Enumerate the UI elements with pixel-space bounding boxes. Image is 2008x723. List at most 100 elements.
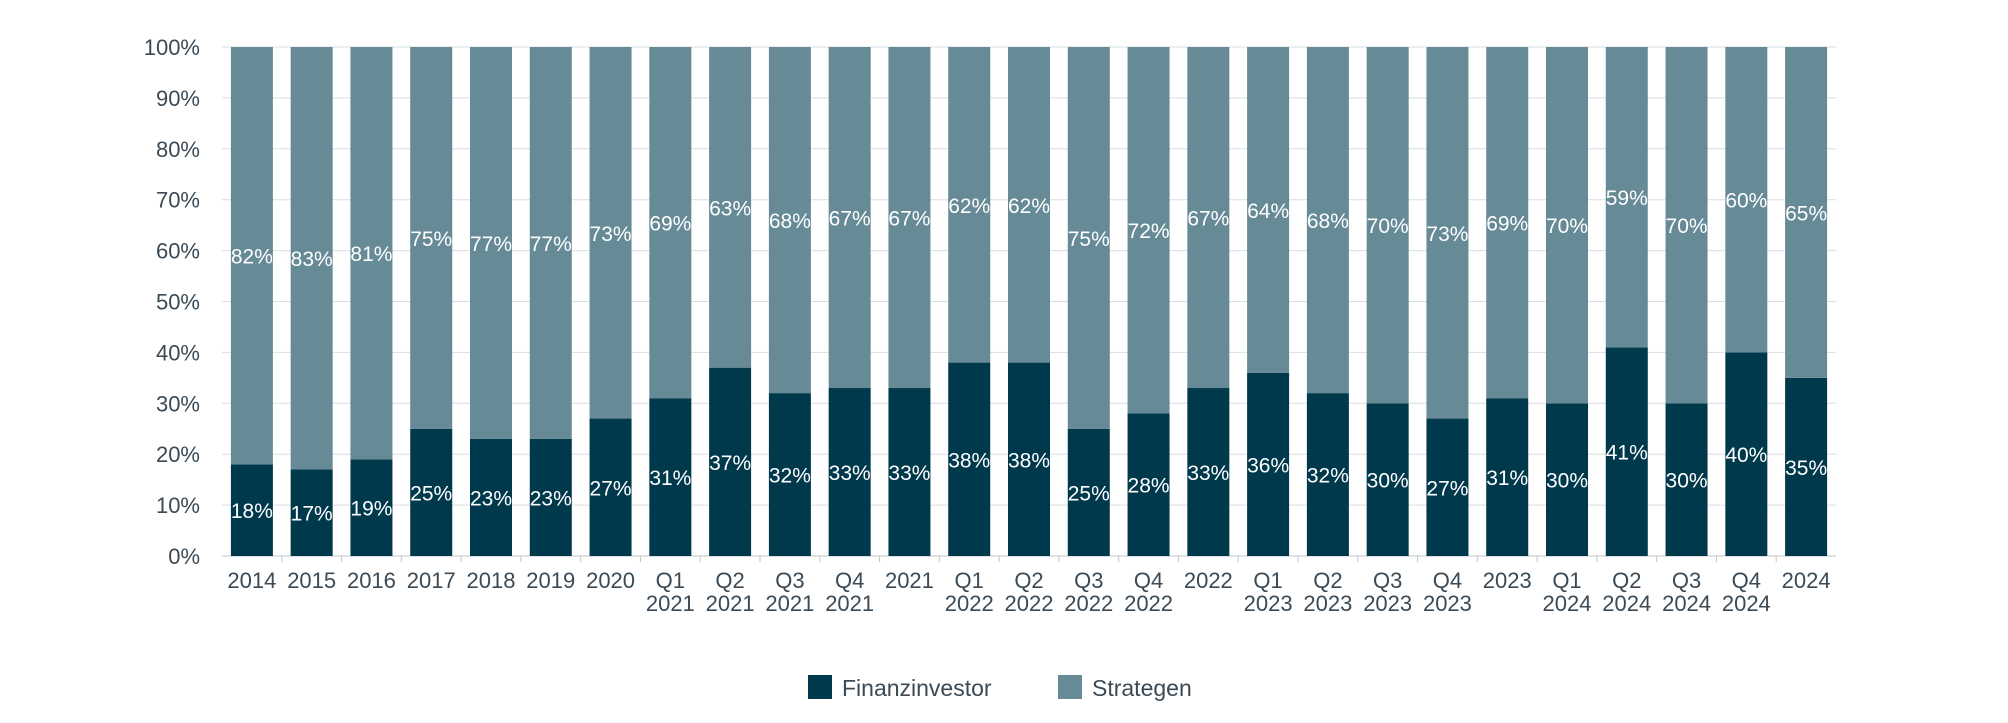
x-tick-label: 2023 [1483, 568, 1532, 593]
bar-strategen [649, 47, 692, 399]
bar-finanzinvestor [1247, 372, 1290, 556]
data-label-strategen: 70% [1367, 215, 1409, 238]
x-tick-label: 2024 [1543, 591, 1592, 616]
data-label-finanzinvestor: 31% [649, 467, 691, 490]
data-label-strategen: 75% [1068, 228, 1110, 251]
data-label-finanzinvestor: 19% [350, 498, 392, 521]
bar-finanzinvestor [1546, 403, 1588, 556]
data-label-strategen: 63% [709, 197, 751, 220]
bar-strategen [1366, 47, 1409, 404]
x-tick-label: Q1 [656, 568, 685, 593]
data-label-finanzinvestor: 37% [709, 452, 751, 475]
bar-strategen [290, 47, 333, 470]
data-label-finanzinvestor: 32% [1307, 465, 1349, 488]
x-tick-label: Q2 [1313, 568, 1342, 593]
data-label-finanzinvestor: 18% [231, 500, 273, 523]
bar-finanzinvestor [350, 459, 393, 556]
bar-strategen [1665, 47, 1708, 404]
y-tick-label: 30% [156, 391, 200, 416]
x-tick-label: 2022 [1005, 591, 1054, 616]
bar-finanzinvestor [888, 388, 931, 556]
bar-finanzinvestor [290, 469, 333, 556]
data-label-strategen: 68% [769, 210, 811, 233]
data-label-strategen: 77% [470, 233, 512, 256]
x-tick-label: Q2 [1014, 568, 1043, 593]
data-label-finanzinvestor: 30% [1367, 470, 1409, 493]
bar-finanzinvestor [649, 398, 692, 556]
bar-finanzinvestor [828, 388, 871, 556]
x-tick-label: Q4 [835, 568, 864, 593]
data-label-finanzinvestor: 38% [1008, 449, 1050, 472]
x-tick-label: Q3 [775, 568, 804, 593]
bars: 18% 82% 17% 83% 19% 81% 25% 75% 23% 77% 23% 77% 27% 7… [231, 47, 1827, 556]
bar-strategen [350, 47, 393, 460]
bar-strategen [828, 47, 871, 389]
data-label-finanzinvestor: 30% [1546, 470, 1588, 493]
bar-finanzinvestor [1486, 398, 1529, 556]
data-label-strategen: 70% [1666, 215, 1708, 238]
bar-strategen [529, 47, 572, 439]
bar-strategen [1546, 47, 1588, 404]
x-tick-label: 2014 [227, 568, 276, 593]
legend-label-finanzinvestor: Finanzinvestor [842, 675, 992, 701]
bar-finanzinvestor [948, 362, 991, 556]
x-tick-label: 2021 [706, 591, 755, 616]
x-tick-label: Q4 [1732, 568, 1761, 593]
y-tick-label: 40% [156, 340, 200, 365]
x-tick-label: 2024 [1782, 568, 1831, 593]
data-label-strategen: 65% [1785, 202, 1827, 225]
x-tick-label: Q1 [955, 568, 984, 593]
data-label-finanzinvestor: 31% [1486, 467, 1528, 490]
bar-strategen [1486, 47, 1529, 399]
data-label-finanzinvestor: 28% [1128, 475, 1170, 498]
bar-finanzinvestor [1008, 362, 1050, 556]
x-tick-label: 2022 [945, 591, 994, 616]
data-label-strategen: 62% [948, 195, 990, 218]
bar-finanzinvestor [768, 393, 811, 556]
bar-finanzinvestor [1306, 393, 1349, 556]
data-label-finanzinvestor: 33% [888, 462, 930, 485]
x-tick-label: Q4 [1134, 568, 1163, 593]
x-tick-label: 2018 [467, 568, 516, 593]
data-label-strategen: 69% [1486, 213, 1528, 236]
data-label-strategen: 62% [1008, 195, 1050, 218]
data-label-strategen: 67% [829, 208, 871, 231]
x-tick-label: Q3 [1074, 568, 1103, 593]
bar-finanzinvestor [1785, 377, 1828, 556]
data-label-strategen: 70% [1546, 215, 1588, 238]
data-label-finanzinvestor: 27% [1426, 477, 1468, 500]
x-tick-label: Q3 [1373, 568, 1402, 593]
x-tick-label: 2020 [586, 568, 635, 593]
bar-strategen [589, 47, 632, 419]
data-label-finanzinvestor: 30% [1666, 470, 1708, 493]
bar-finanzinvestor [709, 367, 752, 556]
data-label-finanzinvestor: 23% [530, 487, 572, 510]
data-label-strategen: 72% [1128, 220, 1170, 243]
x-tick-label: 2022 [1184, 568, 1233, 593]
x-tick-label: Q2 [1612, 568, 1641, 593]
data-label-strategen: 67% [888, 208, 930, 231]
x-tick-label: Q1 [1552, 568, 1581, 593]
bar-finanzinvestor [1605, 347, 1648, 556]
data-label-finanzinvestor: 40% [1725, 444, 1767, 467]
x-tick-label: 2024 [1602, 591, 1651, 616]
bar-finanzinvestor [589, 418, 632, 556]
data-label-strategen: 82% [231, 246, 273, 269]
bar-strategen [1725, 47, 1768, 353]
bar-strategen [1127, 47, 1170, 414]
bar-strategen [948, 47, 991, 363]
x-tick-label: Q2 [715, 568, 744, 593]
x-tick-label: 2021 [646, 591, 695, 616]
data-label-finanzinvestor: 35% [1785, 457, 1827, 480]
bar-strategen [1426, 47, 1469, 419]
bar-strategen [1605, 47, 1648, 348]
x-axis: 2014 2015 2016 2017 2018 2019 2020 Q12021Q22021… [227, 556, 1831, 616]
data-label-strategen: 64% [1247, 200, 1289, 223]
y-tick-label: 60% [156, 239, 200, 264]
data-label-strategen: 60% [1725, 190, 1767, 213]
x-tick-label: 2023 [1363, 591, 1412, 616]
x-tick-label: 2023 [1423, 591, 1472, 616]
x-tick-label: 2015 [287, 568, 336, 593]
x-tick-label: 2024 [1722, 591, 1771, 616]
